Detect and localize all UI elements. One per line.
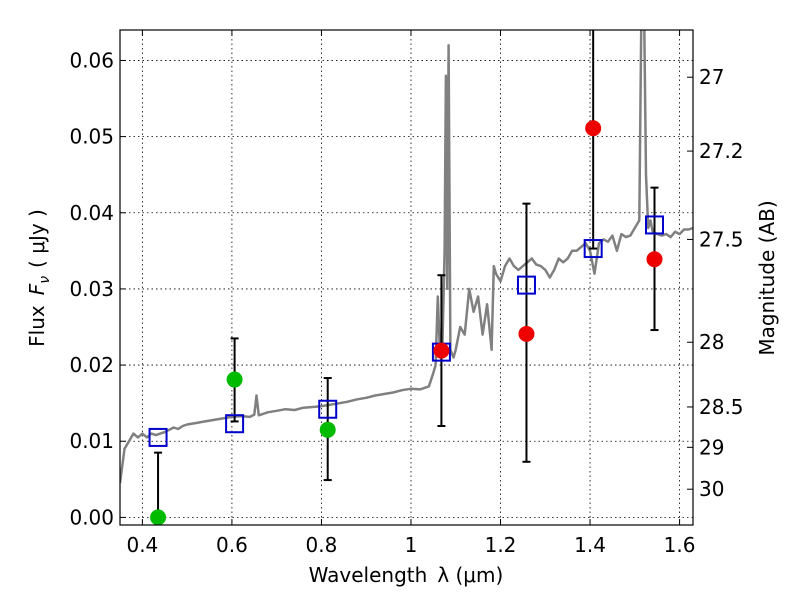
- model-photometry-square: [318, 399, 338, 419]
- y-axis-subscript: ν: [37, 276, 53, 284]
- upper-limit-point: [226, 371, 243, 388]
- x-tick-label: 1.4: [574, 533, 606, 557]
- x-tick-label: 1.6: [664, 533, 696, 557]
- y-axis-title: Flux Fν ( μJy ): [25, 209, 53, 347]
- model-photometry-square: [225, 414, 245, 434]
- model-photometry-square: [583, 239, 603, 259]
- y-tick-label: 0.06: [69, 48, 114, 72]
- x-tick-label: 1: [405, 533, 418, 557]
- y-tick-label: 0.05: [69, 125, 114, 149]
- y-tick-label: 0.01: [69, 429, 114, 453]
- y2-tick-label: 28.5: [699, 395, 744, 419]
- y-axis-symbol: F: [25, 283, 49, 295]
- y-tick-label: 0.02: [69, 353, 114, 377]
- y-tick-label: 0.03: [69, 277, 114, 301]
- detection-point: [646, 251, 663, 268]
- x-tick-label: 1.2: [485, 533, 517, 557]
- y-axis-unit: ( μJy ): [25, 209, 49, 268]
- upper-limit-point: [319, 421, 336, 438]
- markers: [148, 120, 665, 525]
- plot-frame: [119, 29, 694, 526]
- y2-tick-label: 27: [699, 65, 724, 89]
- x-axis-symbol: λ (μm): [437, 563, 503, 587]
- spectrum-line: [120, 30, 693, 484]
- x-tick-label: 0.6: [216, 533, 248, 557]
- x-tick-label: 0.8: [306, 533, 338, 557]
- x-tick-label: 0.4: [126, 533, 158, 557]
- y2-tick-label: 27.2: [699, 139, 744, 163]
- y-tick-label: 0.04: [69, 201, 114, 225]
- y2-tick-label: 28: [699, 330, 724, 354]
- spectrum-layer: [120, 30, 693, 484]
- ticks: 0.4 0.6 0.8 1 1.2 1.4 1.6 0.00 0.01 0.02 0.03 0.04 0…: [69, 30, 744, 557]
- upper-limit-point: [150, 509, 167, 525]
- detection-point: [518, 325, 535, 342]
- detection-point: [433, 342, 450, 359]
- y2-axis-title: Magnitude (AB): [755, 200, 779, 355]
- model-photometry-square: [148, 427, 168, 447]
- y-axis-label: Flux: [25, 305, 49, 347]
- x-axis-label: Wavelength: [309, 563, 428, 587]
- y-tick-label: 0.00: [69, 505, 114, 529]
- model-photometry-square: [516, 275, 536, 295]
- y2-tick-label: 30: [699, 477, 724, 501]
- y2-tick-label: 29: [699, 435, 724, 459]
- y2-tick-label: 27.5: [699, 227, 744, 251]
- detection-point: [585, 120, 602, 137]
- x-axis-title: Wavelength λ (μm): [309, 563, 504, 587]
- model-photometry-square: [645, 215, 665, 235]
